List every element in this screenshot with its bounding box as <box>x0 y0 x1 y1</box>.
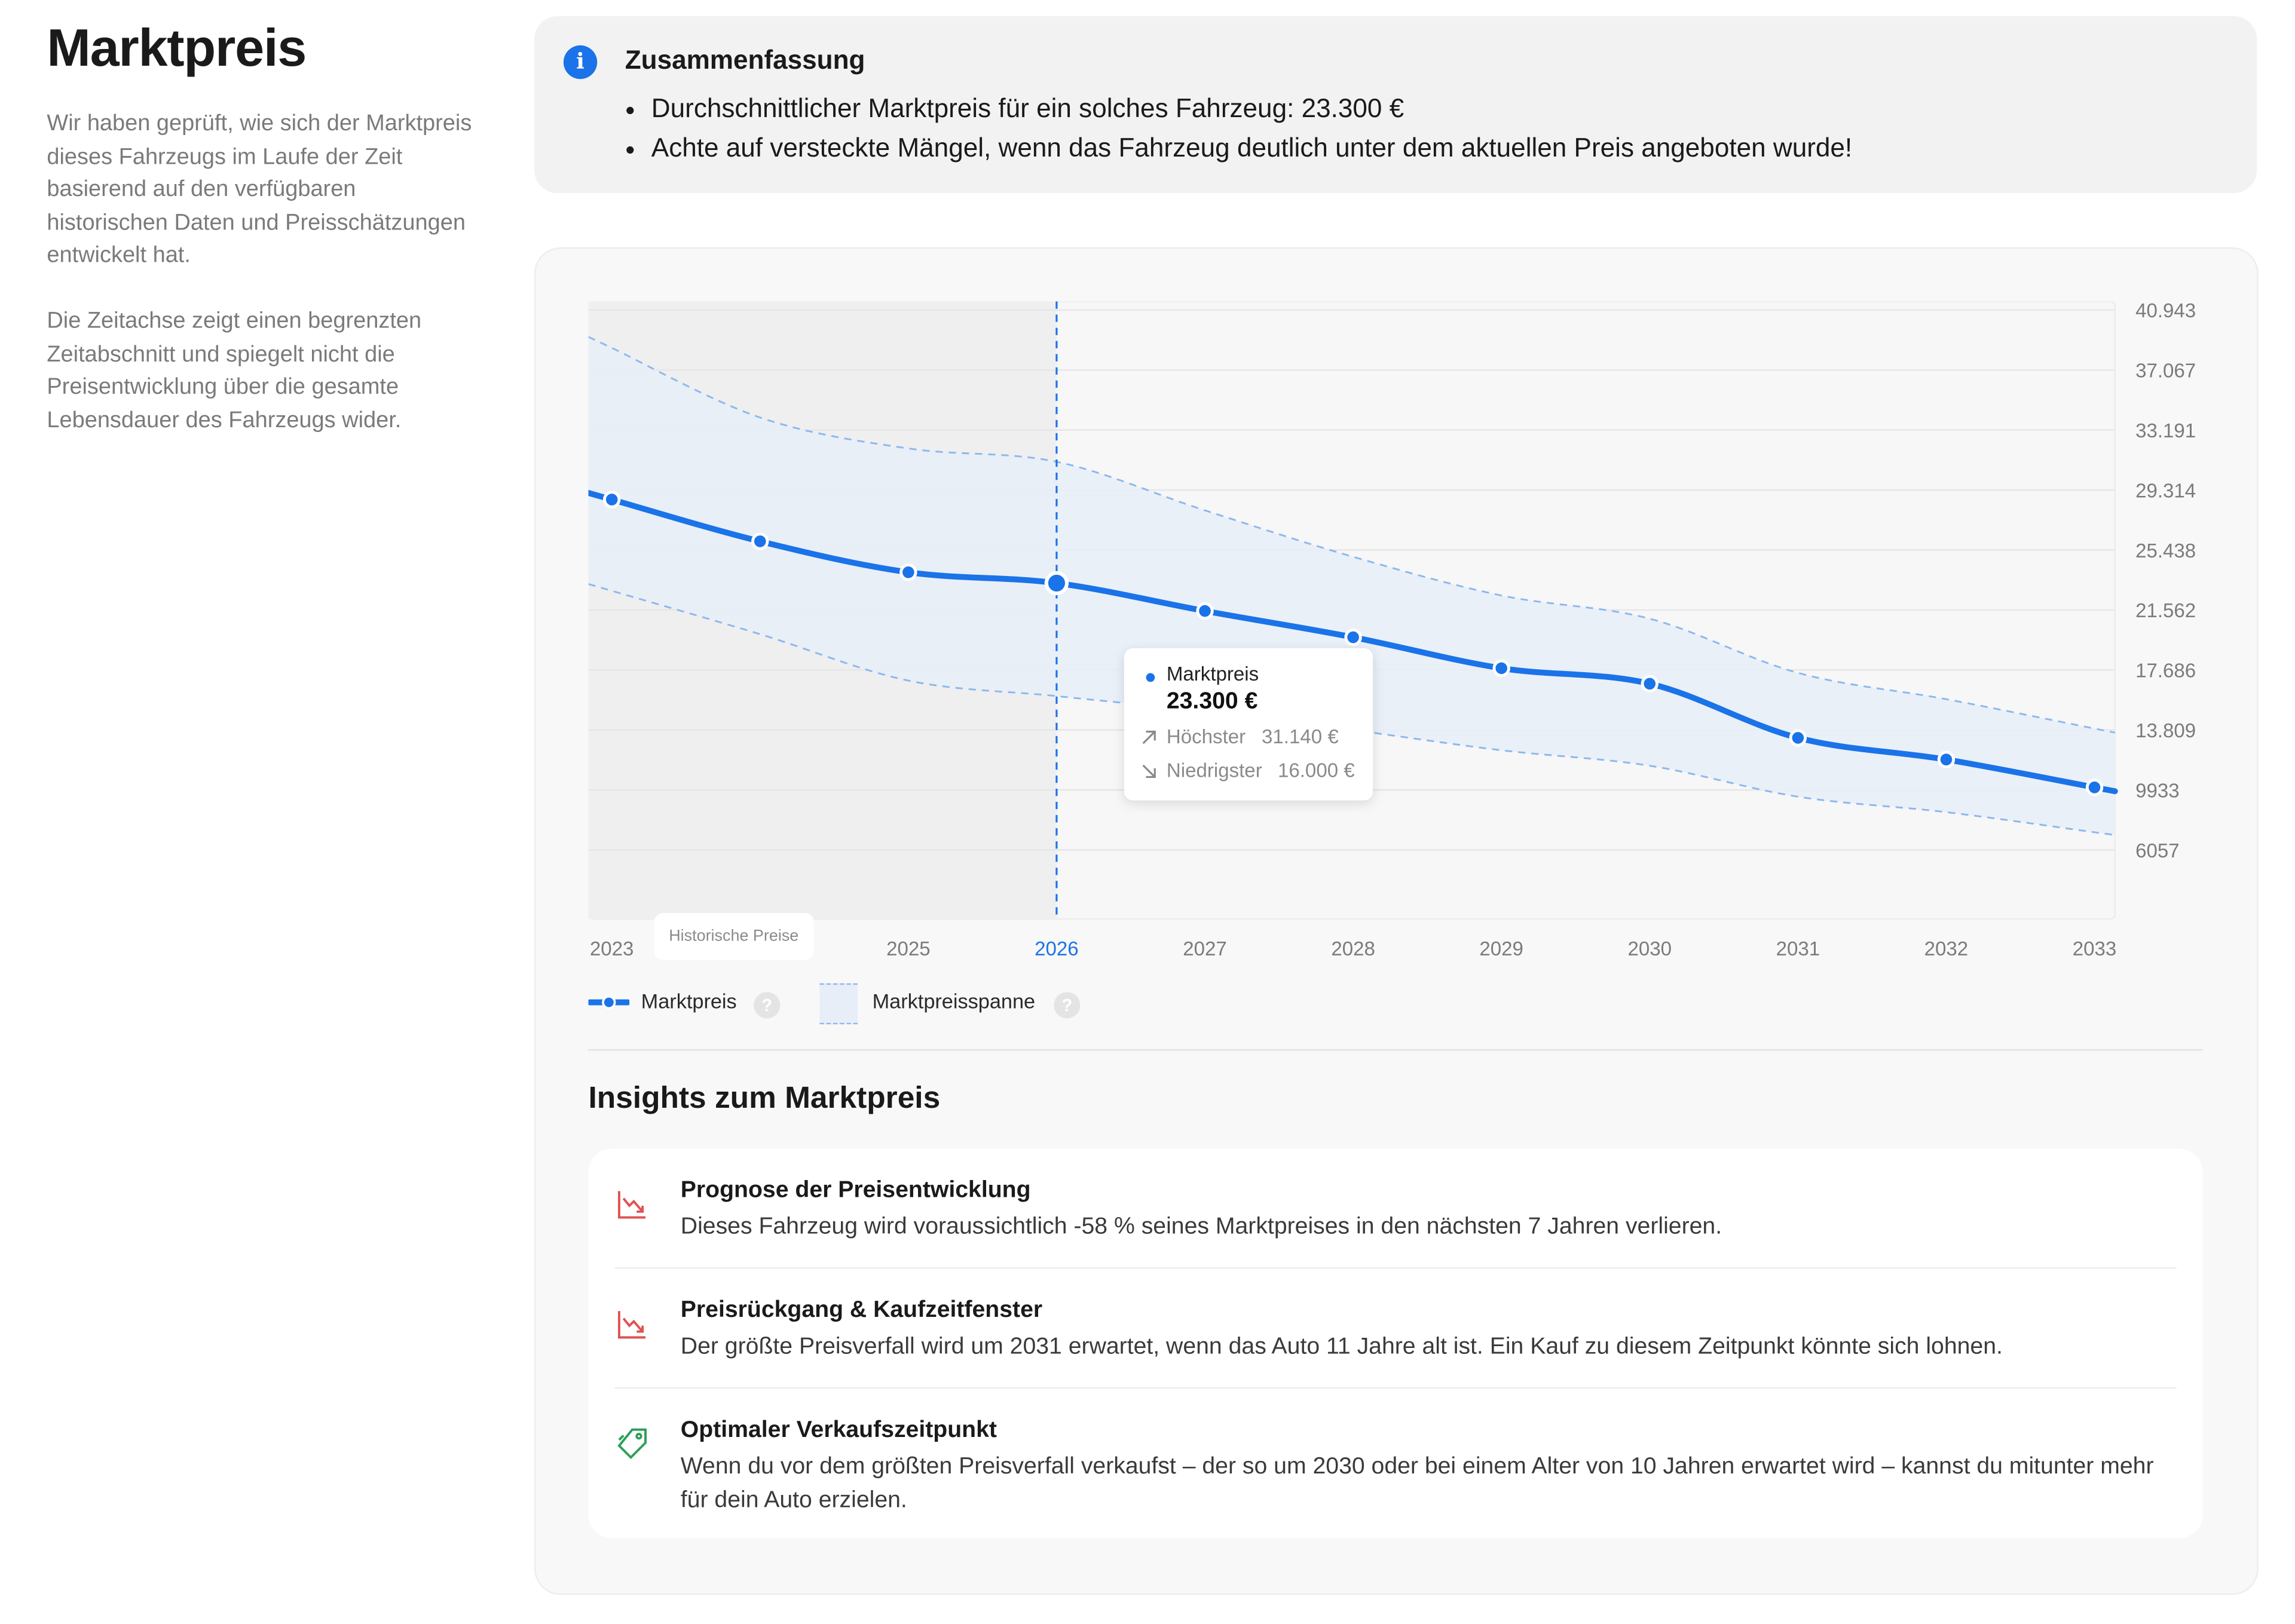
tooltip-high-label: Höchster <box>1166 725 1246 748</box>
arrow-up-right-icon <box>1140 729 1158 751</box>
summary-bullet: Achte auf versteckte Mängel, wenn das Fa… <box>651 129 1852 168</box>
market-price-point <box>1196 602 1214 620</box>
historical-prices-badge: Historische Preise <box>654 913 813 960</box>
tooltip-title: Marktpreis <box>1166 663 1259 685</box>
legend-band-swatch <box>819 983 858 1025</box>
insight-title: Prognose der Preisentwicklung <box>680 1178 1031 1203</box>
price-chart[interactable]: 40.943 37.067 33.191 29.314 25.438 21.562 17.6… <box>585 300 2257 1062</box>
insights-list: Prognose der Preisentwicklung Dieses Fah… <box>588 1148 2203 1538</box>
chart-card: 40.943 37.067 33.191 29.314 25.438 21.562 17.6… <box>534 247 2259 1595</box>
y-tick-label: 21.562 <box>2135 600 2196 622</box>
tooltip-low-label: Niedrigster <box>1166 759 1262 782</box>
insight-title: Preisrückgang & Kaufzeitfenster <box>680 1298 1043 1323</box>
x-tick-label: 2025 <box>886 938 931 960</box>
insight-text: Wenn du vor dem größten Preisverfall ver… <box>680 1454 2154 1513</box>
market-price-point <box>602 491 621 508</box>
page-title: Marktpreis <box>47 17 307 78</box>
summary-title: Zusammenfassung <box>625 45 865 75</box>
market-price-point <box>1789 729 1807 747</box>
legend-label-marktpreisspanne: Marktpreisspanne <box>872 989 1036 1013</box>
x-tick-label: 2031 <box>1776 938 1820 960</box>
x-tick-label: 2032 <box>1924 938 1969 960</box>
y-tick-label: 29.314 <box>2135 480 2196 502</box>
trend-down-icon <box>615 1307 650 1349</box>
insight-item: Preisrückgang & Kaufzeitfenster Der größ… <box>615 1298 2177 1386</box>
insight-separator <box>614 1267 2177 1269</box>
tooltip-value: 23.300 € <box>1166 689 1258 715</box>
price-tag-icon <box>615 1427 650 1469</box>
market-price-point <box>1492 659 1510 678</box>
arrow-down-right-icon <box>1140 762 1158 785</box>
y-tick-label: 37.067 <box>2135 360 2196 382</box>
info-icon: i <box>563 45 598 79</box>
market-price-point <box>1044 571 1069 596</box>
y-tick-label: 9933 <box>2135 780 2180 802</box>
tooltip-high-value: 31.140 € <box>1262 725 1339 748</box>
price-range-band <box>588 336 2115 835</box>
market-price-point <box>1344 628 1362 646</box>
insights-title: Insights zum Marktpreis <box>588 1081 941 1116</box>
x-tick-label: 2030 <box>1628 938 1672 960</box>
price-range-high-line <box>587 336 2116 734</box>
insight-item: Optimaler Verkaufszeitpunkt Wenn du vor … <box>615 1418 2177 1520</box>
summary-list: Durchschnittlicher Marktpreis für ein so… <box>625 89 1852 168</box>
summary-box: i Zusammenfassung Durchschnittlicher Mar… <box>534 16 2257 194</box>
x-tick-label: 2033 <box>2073 938 2117 960</box>
tooltip-low-value: 16.000 € <box>1277 759 1355 782</box>
insight-separator <box>614 1387 2177 1389</box>
trend-down-icon <box>615 1187 650 1229</box>
legend-label-marktpreis: Marktpreis <box>641 989 737 1013</box>
chart-tooltip: Marktpreis 23.300 € Höchster 31.140 € Ni… <box>1124 648 1373 801</box>
market-price-point <box>1937 750 1956 768</box>
y-tick-label: 17.686 <box>2135 660 2196 682</box>
y-tick-label: 40.943 <box>2135 301 2196 322</box>
price-chart-svg: 40.943 37.067 33.191 29.314 25.438 21.562 17.6… <box>585 300 2196 960</box>
x-tick-label: 2023 <box>590 938 634 960</box>
legend-line-swatch <box>587 992 631 1010</box>
market-price-point <box>899 563 917 581</box>
timeline-note: Die Zeitachse zeigt einen begrenzten Zei… <box>47 308 422 433</box>
market-price-point <box>2085 779 2104 796</box>
y-tick-label: 13.809 <box>2135 720 2196 742</box>
y-tick-label: 25.438 <box>2135 540 2196 562</box>
x-tick-label: 2028 <box>1331 938 1375 960</box>
tooltip-dot <box>1146 673 1155 682</box>
insight-item: Prognose der Preisentwicklung Dieses Fah… <box>615 1178 2177 1266</box>
insight-text: Dieses Fahrzeug wird voraussichtlich -58… <box>680 1214 1722 1240</box>
y-tick-label: 33.191 <box>2135 420 2196 442</box>
help-icon[interactable]: ? <box>1054 992 1081 1019</box>
x-tick-label: 2027 <box>1183 938 1227 960</box>
y-tick-label: 6057 <box>2135 840 2180 862</box>
page-description: Wir haben geprüft, wie sich der Marktpre… <box>47 111 472 268</box>
insight-title: Optimaler Verkaufszeitpunkt <box>680 1418 997 1443</box>
x-tick-label: 2029 <box>1479 938 1523 960</box>
market-price-point <box>1641 675 1658 693</box>
market-price-point <box>751 532 769 550</box>
divider <box>588 1049 2203 1051</box>
x-tick-label: 2026 <box>1035 938 1079 960</box>
insight-text: Der größte Preisverfall wird um 2031 erw… <box>680 1334 2003 1360</box>
help-icon[interactable]: ? <box>754 992 781 1019</box>
summary-bullet: Durchschnittlicher Marktpreis für ein so… <box>651 89 1852 128</box>
